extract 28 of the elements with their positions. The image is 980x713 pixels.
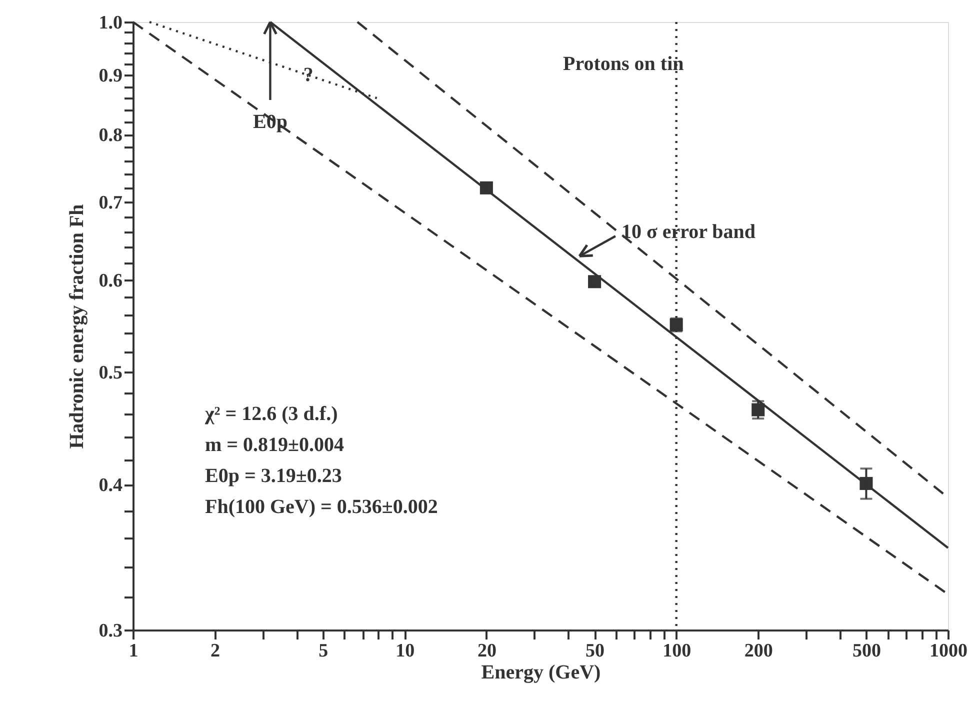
y-tick-label: 0.8: [98, 125, 122, 146]
y-tick-label: 0.3: [98, 620, 122, 642]
annotation: χ² = 12.6 (3 d.f.): [204, 403, 338, 425]
y-tick-label: 1.0: [98, 12, 122, 34]
x-tick-label: 2: [210, 640, 220, 662]
annotation: Protons on tin: [563, 53, 684, 75]
x-tick-label: 1: [128, 640, 138, 662]
x-tick-label: 5: [318, 640, 328, 662]
x-tick-label: 500: [852, 640, 881, 662]
x-axis-title: Energy (GeV): [481, 662, 601, 684]
y-tick-label: 0.9: [98, 66, 122, 87]
y-tick-label: 0.4: [98, 475, 123, 496]
x-tick-label: 100: [662, 640, 692, 662]
y-tick-label: 0.6: [98, 270, 122, 292]
x-tick-label: 1000: [930, 640, 968, 662]
x-tick-label: 20: [477, 640, 496, 662]
x-tick-label: 200: [744, 640, 773, 662]
annotation: E0p: [253, 111, 288, 133]
x-tick-label: 50: [586, 640, 605, 662]
y-tick-label: 0.5: [98, 362, 122, 384]
y-tick-label: 0.7: [98, 192, 123, 214]
annotation: Fh(100 GeV) = 0.536±0.002: [205, 496, 438, 518]
annotation: ?: [303, 64, 314, 86]
annotation: E0p = 3.19±0.23: [205, 465, 342, 487]
x-tick-label: 10: [396, 640, 415, 662]
y-axis-title: Hadronic energy fraction Fh: [66, 204, 88, 449]
annotation: m = 0.819±0.004: [205, 434, 344, 456]
annotation: 10 σ error band: [621, 221, 756, 244]
